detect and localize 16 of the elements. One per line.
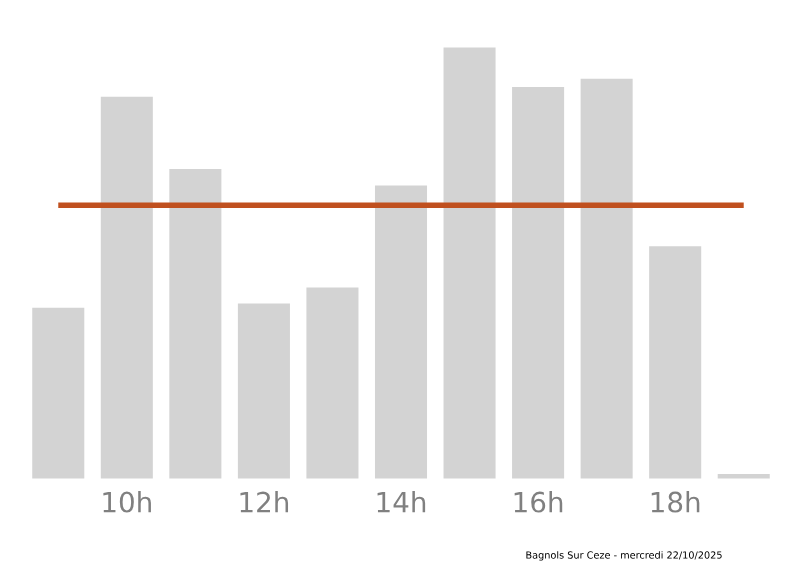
- x-tick-label: 18h: [651, 491, 700, 513]
- x-tick-label: 14h: [377, 491, 426, 513]
- bar: [235, 300, 293, 480]
- bar: [577, 75, 636, 480]
- bar: [714, 471, 773, 480]
- bar: [166, 166, 225, 480]
- bar: [440, 46, 499, 480]
- bar: [29, 305, 88, 480]
- x-tick-label: 12h: [240, 491, 289, 513]
- bar: [509, 84, 567, 480]
- bar: [303, 284, 362, 480]
- x-tick-label: 10h: [103, 491, 151, 513]
- bar: [98, 94, 156, 480]
- bar: [372, 182, 430, 480]
- x-tick-label: 16h: [514, 491, 563, 513]
- bar: [646, 243, 704, 480]
